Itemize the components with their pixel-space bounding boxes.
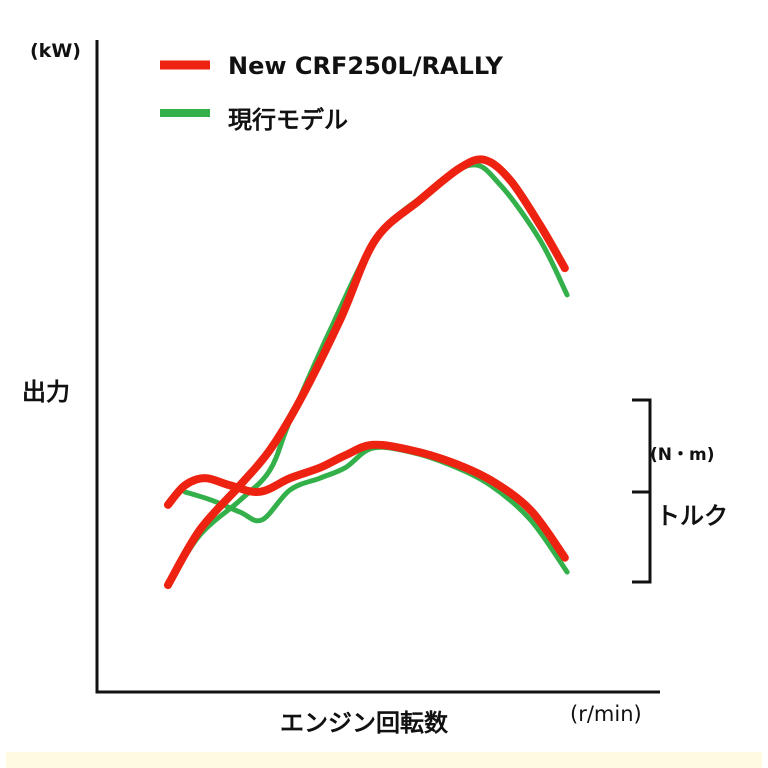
axes bbox=[95, 40, 660, 694]
new-model-torque-line bbox=[163, 440, 569, 562]
new-model-power-line bbox=[163, 155, 569, 590]
torque-scale-bracket bbox=[632, 398, 652, 584]
legend-label-new: New CRF250L/RALLY bbox=[228, 52, 503, 80]
y2-axis-label: トルク bbox=[656, 502, 728, 530]
x-axis-label: エンジン回転数 bbox=[280, 709, 448, 737]
footer-strip bbox=[6, 752, 762, 768]
y-axis-label: 出力 bbox=[22, 378, 70, 406]
y-unit-label: (kW) bbox=[30, 40, 81, 62]
legend-label-current: 現行モデル bbox=[228, 106, 348, 134]
current-model-power-line bbox=[165, 162, 570, 588]
x-unit-label: (r/min) bbox=[570, 702, 642, 726]
current-model-torque-line bbox=[182, 444, 570, 575]
y2-unit-label: (N・m) bbox=[650, 445, 715, 465]
